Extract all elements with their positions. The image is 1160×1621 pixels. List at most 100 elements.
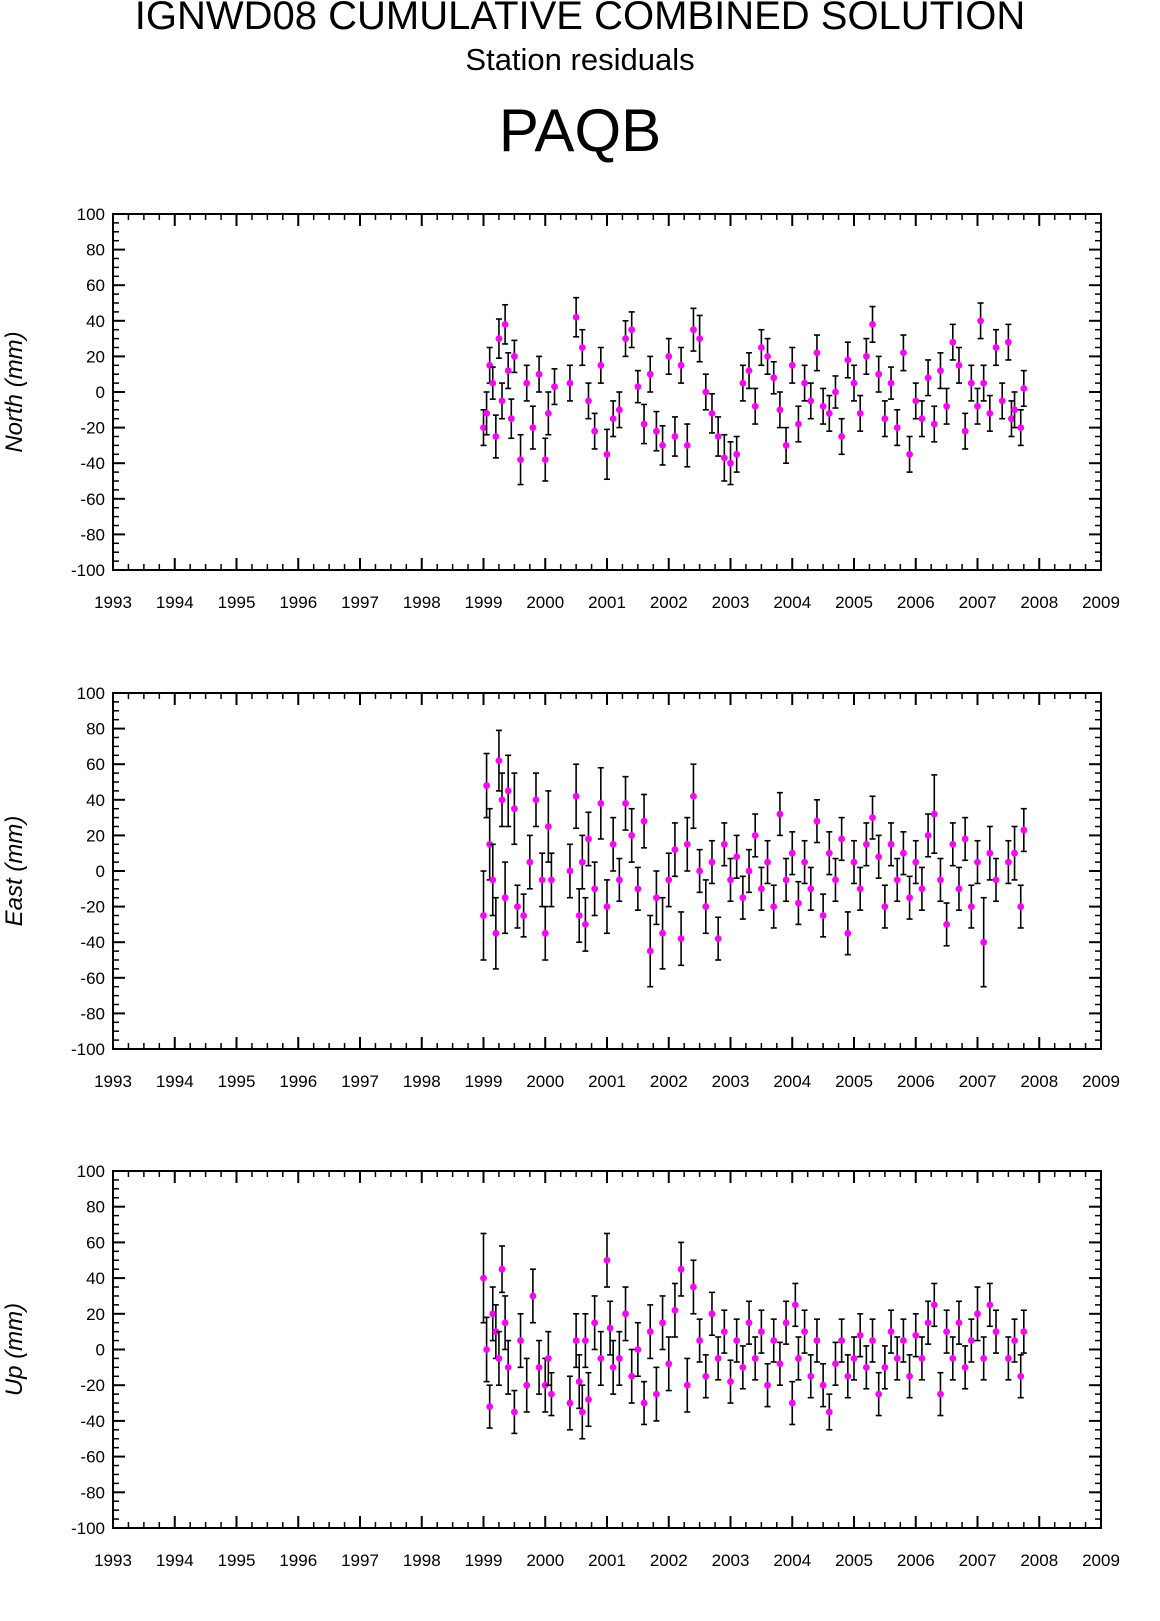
data-point <box>498 397 506 405</box>
data-point <box>887 840 895 848</box>
data-point <box>739 379 747 387</box>
data-point <box>634 1346 642 1353</box>
y-tick-label: 0 <box>96 1341 105 1360</box>
data-point <box>696 1337 704 1344</box>
x-tick-label: 2001 <box>588 1072 626 1091</box>
data-point <box>575 1378 583 1386</box>
y-axis-label: North (mm) <box>1 331 28 452</box>
data-point <box>974 402 981 410</box>
x-tick-label: 1994 <box>156 1072 194 1091</box>
data-point <box>690 326 697 334</box>
data-point <box>1017 1372 1025 1380</box>
data-point <box>517 456 524 464</box>
data-point <box>900 849 907 857</box>
station-name: PAQB <box>498 97 662 164</box>
data-point <box>764 858 771 866</box>
data-point <box>640 817 648 825</box>
data-point <box>578 1408 586 1416</box>
data-point <box>937 367 944 375</box>
y-tick-label: 80 <box>86 241 105 260</box>
data-point <box>955 361 963 369</box>
data-point <box>659 442 666 449</box>
data-point <box>714 433 722 440</box>
x-tick-label: 2006 <box>897 593 935 612</box>
data-point <box>677 935 685 943</box>
x-tick-label: 2000 <box>526 593 564 612</box>
data-point <box>998 397 1006 405</box>
data-point <box>819 912 827 919</box>
data-point <box>832 1360 839 1368</box>
data-point <box>1017 424 1025 431</box>
data-point <box>544 1355 552 1362</box>
data-point <box>578 858 586 866</box>
data-point <box>961 427 969 435</box>
data-point <box>912 397 920 405</box>
data-point <box>782 442 790 449</box>
data-point <box>791 1301 799 1309</box>
y-tick-label: 60 <box>86 755 105 774</box>
data-point <box>838 1337 846 1344</box>
data-point <box>483 1346 490 1353</box>
data-point <box>659 929 666 937</box>
y-tick-label: 60 <box>86 1233 105 1252</box>
x-tick-label: 1997 <box>341 1551 379 1570</box>
data-point <box>788 849 796 857</box>
data-point <box>597 361 605 369</box>
data-point <box>757 344 765 351</box>
data-point <box>603 1256 611 1264</box>
data-point <box>544 409 552 417</box>
data-point <box>912 1331 920 1339</box>
data-point <box>961 835 969 843</box>
data-point <box>671 846 679 854</box>
data-point <box>918 1355 926 1362</box>
data-point <box>544 823 552 830</box>
data-point <box>510 353 518 360</box>
data-point <box>690 1283 697 1291</box>
data-point <box>504 1363 512 1371</box>
data-point <box>900 1337 907 1344</box>
plot-panel-2: 1993 1994 1995 1996 1997 1998 1999 2000 2001 2002… <box>1 1162 1120 1570</box>
data-point <box>875 853 883 861</box>
data-point <box>788 1399 796 1407</box>
data-point <box>646 370 654 378</box>
data-point <box>893 876 901 884</box>
data-point <box>844 1372 852 1380</box>
data-point <box>526 858 534 866</box>
data-point <box>591 427 599 435</box>
data-point <box>733 853 741 861</box>
data-point <box>1020 826 1028 834</box>
data-point <box>615 1355 623 1362</box>
y-tick-label: -20 <box>80 1376 105 1395</box>
data-point <box>696 335 704 342</box>
x-tick-label: 2001 <box>588 593 626 612</box>
x-tick-label: 1999 <box>465 1551 503 1570</box>
data-point <box>757 1328 765 1336</box>
data-point <box>529 1292 537 1300</box>
x-tick-label: 2009 <box>1082 1551 1120 1570</box>
data-point <box>980 379 988 387</box>
data-point <box>875 1390 883 1398</box>
x-tick-label: 2004 <box>773 1072 811 1091</box>
y-tick-label: -80 <box>80 1483 105 1502</box>
data-point <box>489 876 497 884</box>
data-point <box>782 876 790 884</box>
data-point <box>813 817 821 825</box>
data-point <box>801 858 808 866</box>
data-point <box>906 450 913 458</box>
data-point <box>807 885 815 893</box>
y-tick-label: -40 <box>80 933 105 952</box>
data-point <box>770 1337 778 1344</box>
data-point <box>480 912 487 919</box>
x-tick-label: 1998 <box>403 1072 441 1091</box>
x-tick-label: 2004 <box>773 593 811 612</box>
data-point <box>733 450 741 458</box>
data-point <box>930 1301 938 1309</box>
y-tick-label: -60 <box>80 1448 105 1467</box>
data-point <box>532 796 540 804</box>
data-point <box>869 1337 876 1344</box>
data-point <box>597 1355 605 1362</box>
data-point <box>924 1319 932 1327</box>
data-point <box>541 1381 549 1389</box>
data-point <box>739 894 747 902</box>
data-point <box>523 1381 531 1389</box>
